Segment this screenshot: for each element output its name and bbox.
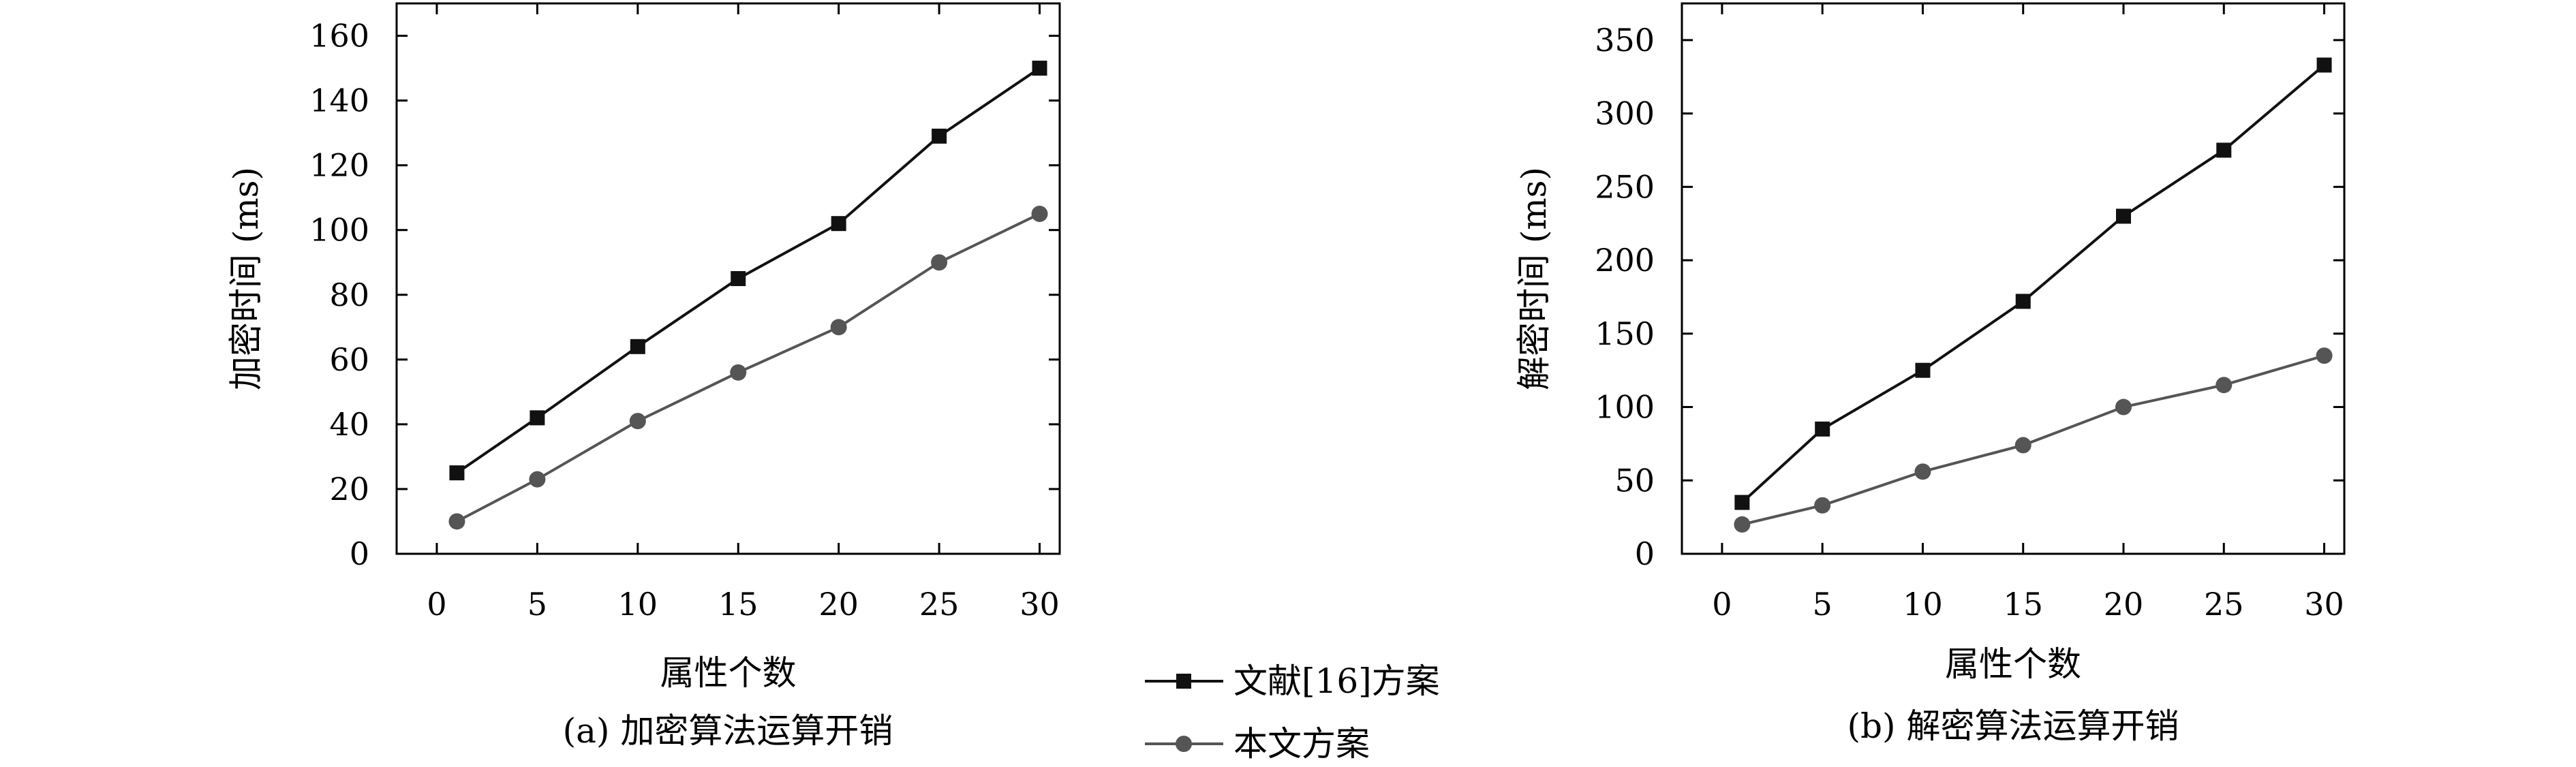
x-tick-label: 30 [1019, 586, 1060, 623]
data-point-square [932, 128, 947, 144]
x-tick-label: 5 [527, 586, 547, 623]
data-point-circle [2115, 398, 2132, 416]
legend-label: 文献[16]方案 [1233, 661, 1440, 701]
data-point-square [731, 271, 746, 286]
legend-label: 本文方案 [1233, 724, 1370, 764]
chart-panel-a: 0 20 40 60 80 100 120 140 160 0 5 10 15 20 25 30 属性个数 加密时… [226, 2, 1061, 751]
y-axis-title: 解密时间 (ms) [1514, 167, 1554, 390]
data-point-circle [2215, 377, 2233, 394]
legend-entry: 本文方案 [1145, 724, 1370, 764]
series-line-proposed [1741, 354, 2325, 526]
x-tick-label: 0 [427, 586, 446, 623]
legend-square-marker [1176, 674, 1191, 689]
x-tick-label: 10 [1903, 586, 1943, 623]
x-tick-label: 15 [2003, 586, 2043, 623]
legend-entry: 文献[16]方案 [1145, 661, 1440, 701]
data-point-circle [1814, 497, 1831, 514]
y-tick-label: 20 [329, 471, 369, 507]
y-tick-label: 120 [309, 147, 369, 184]
panel-caption: (a) 加密算法运算开销 [563, 711, 893, 751]
y-tick-label: 300 [1595, 95, 1655, 132]
data-point-circle [529, 471, 546, 488]
y-tick-label: 140 [309, 82, 369, 119]
data-point-circle [2014, 437, 2031, 454]
data-point-circle [2316, 347, 2333, 364]
data-point-circle [629, 413, 646, 430]
y-tick-label: 100 [309, 212, 369, 249]
data-point-square [1915, 362, 1931, 378]
legend-circle-marker [1176, 736, 1192, 752]
x-tick-label: 20 [818, 586, 859, 623]
y-tick-label: 60 [329, 341, 369, 378]
series-line-ref16 [1741, 63, 2325, 504]
y-tick-label: 160 [309, 18, 369, 54]
y-tick-label: 100 [1595, 389, 1655, 426]
data-point-circle [830, 319, 847, 336]
data-point-square [630, 339, 645, 354]
x-tick-label: 0 [1712, 586, 1732, 623]
x-tick-label: 15 [718, 586, 758, 623]
y-tick-label: 350 [1595, 22, 1655, 59]
data-point-square [530, 410, 545, 426]
data-point-square [2015, 294, 2031, 309]
data-point-square [1815, 421, 1830, 437]
panel-caption: (b) 解密算法运算开销 [1847, 706, 2179, 746]
x-tick-label: 30 [2304, 586, 2344, 623]
y-tick-label: 250 [1595, 168, 1655, 205]
data-point-square [2116, 208, 2131, 224]
data-point-square [449, 465, 465, 481]
x-tick-label: 5 [1813, 586, 1833, 623]
y-tick-label: 40 [329, 406, 369, 443]
data-point-circle [1734, 516, 1751, 533]
x-axis-title: 属性个数 [660, 653, 797, 693]
plot-frame [395, 2, 1061, 555]
y-tick-label: 200 [1595, 242, 1655, 279]
y-tick-label: 80 [329, 277, 369, 313]
x-tick-label: 25 [2204, 586, 2244, 623]
x-tick-label: 25 [919, 586, 960, 623]
data-point-square [1032, 61, 1047, 76]
chart-panel-b: 0 50 100 150 200 250 300 350 0 5 10 15 20 25 30 属性个数 解密时… [1514, 2, 2346, 746]
data-point-square [2316, 57, 2332, 73]
y-tick-label: 50 [1614, 462, 1655, 499]
data-point-circle [730, 364, 747, 381]
plot-frame [1681, 2, 2346, 555]
y-tick-label: 150 [1595, 315, 1655, 352]
data-point-square [2216, 142, 2232, 158]
data-point-circle [1031, 205, 1048, 222]
data-point-circle [1914, 463, 1931, 480]
y-tick-label: 0 [350, 535, 369, 572]
y-tick-label: 0 [1635, 535, 1655, 572]
x-tick-label: 20 [2104, 586, 2144, 623]
y-axis-title: 加密时间 (ms) [226, 167, 266, 390]
x-axis-title: 属性个数 [1945, 644, 2081, 684]
data-point-square [831, 216, 846, 232]
data-point-square [1734, 495, 1750, 510]
data-point-circle [448, 513, 465, 530]
data-point-circle [931, 254, 948, 271]
x-tick-label: 10 [618, 586, 658, 623]
